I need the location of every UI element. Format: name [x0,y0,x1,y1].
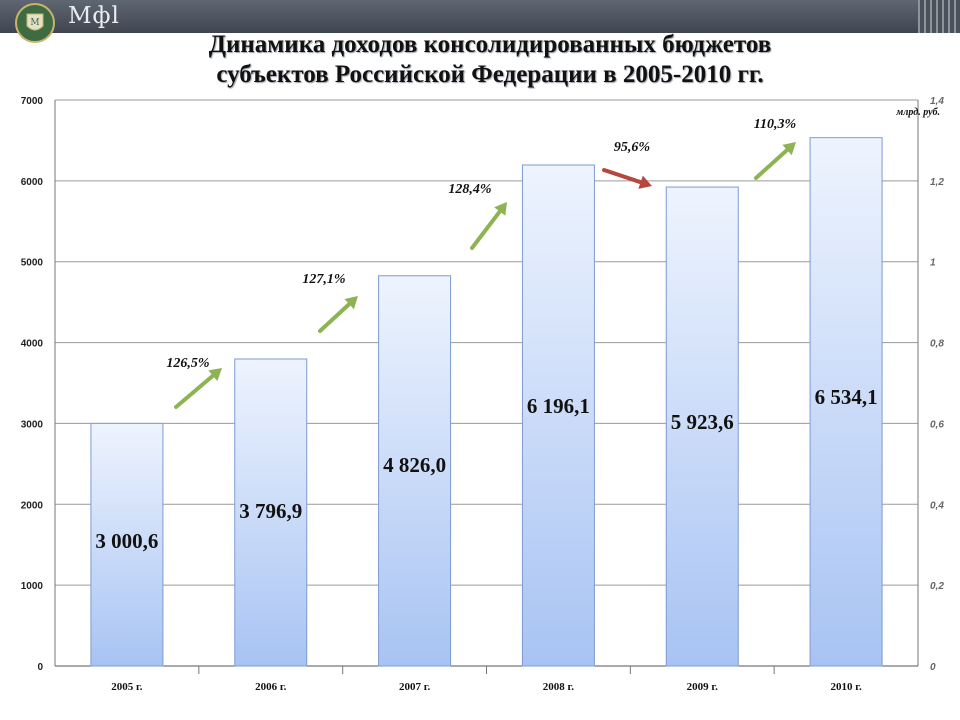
unit-label: млрд. руб. [895,107,940,118]
data-label: 4 826,0 [383,453,446,477]
y-tick-label: 7000 [21,96,44,107]
data-label: 5 923,6 [671,410,734,434]
y-tick-label: 4000 [21,339,44,350]
x-tick-label: 2006 г. [255,681,287,693]
title-line-2: субъектов Российской Федерации в 2005-20… [216,61,764,88]
bar [378,275,452,667]
growth-arrow [754,148,790,180]
ministry-emblem-icon: М [15,3,55,43]
y2-tick-label: 1 [930,258,936,269]
growth-label: 127,1% [302,272,345,287]
y2-tick-label: 1,4 [930,96,944,107]
y-tick-label: 6000 [21,177,44,188]
y2-tick-label: 1,2 [930,177,944,188]
y-tick-label: 2000 [21,500,44,511]
growth-arrowhead [638,175,652,189]
bar [665,186,739,667]
bar [234,358,308,667]
x-tick-label: 2007 г. [399,681,431,693]
data-label: 6 534,1 [815,385,878,409]
growth-arrow [174,373,215,409]
y2-tick-label: 0,4 [930,500,944,511]
y-tick-label: 1000 [21,581,44,592]
x-tick-label: 2009 г. [687,681,719,693]
title-line-1: Динамика доходов консолидированных бюдже… [208,31,772,58]
growth-label: 95,6% [614,140,650,155]
svg-text:М: М [30,18,39,28]
header-stripes [918,0,960,33]
x-tick-label: 2005 г. [111,681,143,693]
y-tick-label: 5000 [21,258,44,269]
data-label: 3 000,6 [95,529,158,553]
y-tick-label: 0 [37,662,43,673]
growth-arrowhead [344,296,358,310]
growth-arrowhead [494,202,507,216]
y-tick-label: 3000 [21,419,44,430]
y2-tick-label: 0 [930,662,936,673]
growth-arrowhead [782,142,796,156]
growth-arrow [470,209,502,250]
growth-label: 126,5% [166,356,209,371]
y2-tick-label: 0,2 [930,581,944,592]
page-title: Динамика доходов консолидированных бюдже… [120,30,860,90]
growth-arrow [602,168,643,185]
header-bar: М Мфl [0,0,960,43]
brand-text: Мфl [68,3,120,29]
data-label: 3 796,9 [239,499,302,523]
x-tick-label: 2010 г. [830,681,862,693]
data-label: 6 196,1 [527,394,590,418]
growth-arrowhead [208,368,222,382]
growth-label: 128,4% [448,182,491,197]
bar [521,164,595,667]
growth-label: 110,3% [754,117,796,132]
y2-tick-label: 0,8 [930,339,944,350]
y2-tick-label: 0,6 [930,419,944,430]
growth-arrow [318,302,352,333]
bar [90,422,164,667]
x-tick-label: 2008 г. [543,681,575,693]
bar [809,137,883,667]
